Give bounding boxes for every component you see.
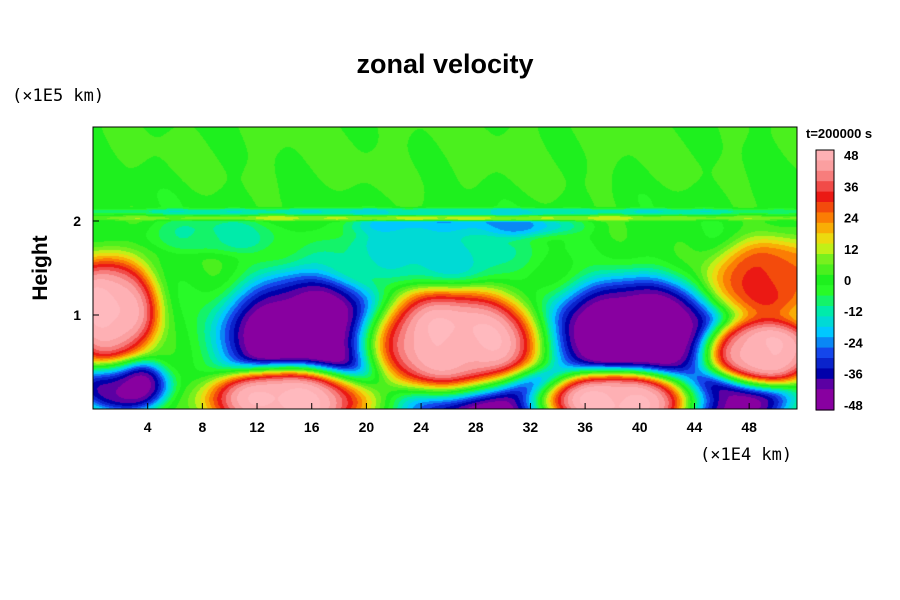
colorbar-bin-6 xyxy=(816,212,834,224)
colorbar-bin-11 xyxy=(816,264,834,276)
x-tick-label-5: 24 xyxy=(413,419,429,435)
colorbar-bin-14 xyxy=(816,295,834,307)
colorbar-tick-label-0: 48 xyxy=(844,148,858,163)
y-axis-ticks: 12 xyxy=(73,213,99,323)
x-tick-label-1: 8 xyxy=(198,419,206,435)
colorbar-bin-15 xyxy=(816,306,834,317)
colorbar-bin-7 xyxy=(816,222,834,234)
colorbar-tick-label-1: 36 xyxy=(844,179,858,194)
colorbar-bin-3 xyxy=(816,181,834,193)
colorbar-bin-13 xyxy=(816,285,834,297)
colorbar: 48 36 24 12 0 -12 -24 -36 -48 xyxy=(815,148,864,413)
colorbar-bin-1 xyxy=(816,160,834,172)
colorbar-bin-24 xyxy=(816,399,834,411)
x-unit-label: (×1E4 km) xyxy=(700,445,792,465)
colorbar-bin-19 xyxy=(816,347,834,359)
colorbar-bin-2 xyxy=(816,170,834,182)
colorbar-tick-label-5: -12 xyxy=(844,304,863,319)
colorbar-tick-label-7: -36 xyxy=(844,367,863,382)
colorbar-bin-8 xyxy=(816,233,834,245)
y-tick-label-0: 1 xyxy=(73,307,81,323)
heatmap-canvas xyxy=(93,127,797,409)
colorbar-tick-label-4: 0 xyxy=(844,273,851,288)
x-tick-label-2: 12 xyxy=(249,419,265,435)
x-tick-label-10: 44 xyxy=(687,419,703,435)
y-axis-label: Height xyxy=(29,235,52,300)
time-label: t=200000 s xyxy=(806,126,872,141)
x-tick-label-4: 20 xyxy=(359,419,375,435)
colorbar-bin-21 xyxy=(816,368,834,380)
x-tick-label-7: 32 xyxy=(523,419,539,435)
colorbar-bin-17 xyxy=(816,326,834,338)
x-tick-label-8: 36 xyxy=(577,419,593,435)
colorbar-bin-5 xyxy=(816,202,834,213)
y-unit-label: (×1E5 km) xyxy=(12,86,104,106)
colorbar-bin-16 xyxy=(816,316,834,328)
plot-frame xyxy=(92,126,798,410)
colorbar-tick-label-2: 24 xyxy=(844,211,859,226)
x-axis-ticks: 4 8 12 16 20 24 28 32 36 40 44 48 xyxy=(144,403,757,435)
colorbar-bin-9 xyxy=(816,243,834,255)
plot-area xyxy=(93,127,797,409)
colorbar-frame xyxy=(815,149,835,411)
x-tick-label-11: 48 xyxy=(741,419,757,435)
colorbar-bin-18 xyxy=(816,337,834,349)
x-tick-label-9: 40 xyxy=(632,419,648,435)
colorbar-bin-10 xyxy=(816,254,834,265)
colorbar-tick-label-8: -48 xyxy=(844,398,863,413)
colorbar-tick-label-6: -24 xyxy=(844,335,864,350)
colorbar-bin-4 xyxy=(816,191,834,203)
colorbar-bin-0 xyxy=(816,150,834,161)
colorbar-bin-22 xyxy=(816,378,834,390)
colorbar-bin-23 xyxy=(816,389,834,401)
x-tick-label-3: 16 xyxy=(304,419,320,435)
x-tick-label-0: 4 xyxy=(144,419,152,435)
x-tick-label-6: 28 xyxy=(468,419,484,435)
colorbar-bin-12 xyxy=(816,274,834,286)
y-tick-label-1: 2 xyxy=(73,213,81,229)
colorbar-tick-label-3: 12 xyxy=(844,242,858,257)
chart-title: zonal velocity xyxy=(356,49,533,79)
colorbar-bin-20 xyxy=(816,358,834,369)
